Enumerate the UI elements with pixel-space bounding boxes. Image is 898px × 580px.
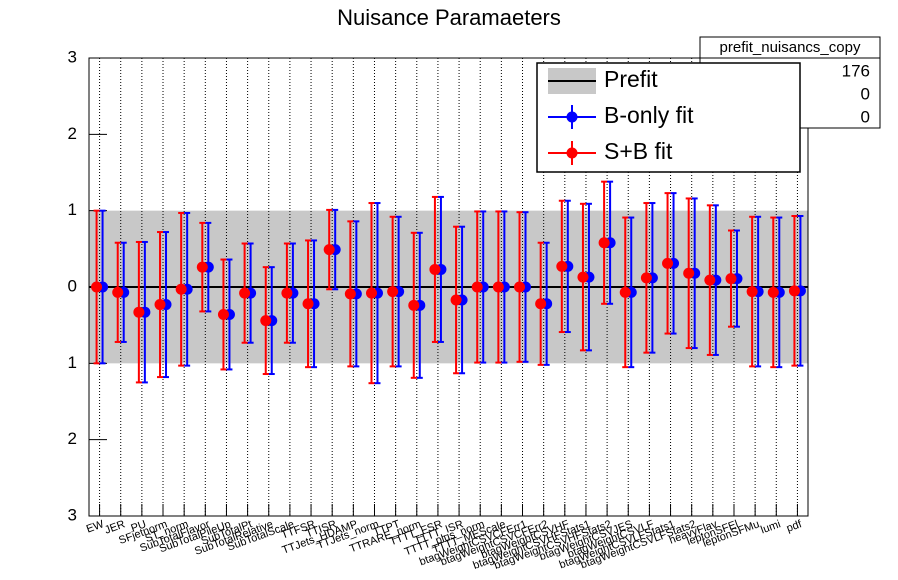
y-tick-label: 2 xyxy=(68,429,77,448)
legend-swatch xyxy=(566,111,578,123)
point xyxy=(514,281,526,293)
stats-value: 0 xyxy=(861,84,870,103)
y-tick-label: 1 xyxy=(68,353,77,372)
y-tick-label: 1 xyxy=(68,200,77,219)
point xyxy=(662,257,674,269)
legend-swatch xyxy=(566,147,578,159)
point xyxy=(175,283,187,295)
point xyxy=(704,274,716,286)
x-tick-label: lumi xyxy=(759,518,782,536)
point xyxy=(91,281,103,293)
stats-value: 0 xyxy=(861,107,870,126)
point xyxy=(239,287,251,299)
point xyxy=(217,308,229,320)
y-tick-label: 3 xyxy=(68,47,77,66)
x-tick-label: EW xyxy=(85,518,106,536)
x-tick-label: pdf xyxy=(785,518,804,535)
stats-value: 176 xyxy=(842,61,870,80)
x-tick-label: PU xyxy=(129,518,148,535)
point xyxy=(598,237,610,249)
point xyxy=(746,286,758,298)
point xyxy=(408,299,420,311)
point xyxy=(365,287,377,299)
chart-title: Nuisance Paramaeters xyxy=(337,5,561,30)
y-tick-label: 2 xyxy=(68,124,77,143)
point xyxy=(260,315,272,327)
point xyxy=(302,298,314,310)
point xyxy=(788,285,800,297)
point xyxy=(535,298,547,310)
point xyxy=(683,267,695,279)
legend-label: Prefit xyxy=(604,66,658,92)
y-tick-label: 3 xyxy=(68,505,77,524)
point xyxy=(619,286,631,298)
point xyxy=(429,263,441,275)
point xyxy=(281,287,293,299)
legend-label: B-only fit xyxy=(604,102,694,128)
y-tick-label: 0 xyxy=(68,276,77,295)
point xyxy=(154,299,166,311)
point xyxy=(133,306,145,318)
point xyxy=(492,281,504,293)
point xyxy=(196,261,208,273)
point xyxy=(556,260,568,272)
legend-label: S+B fit xyxy=(604,138,673,164)
stats-title: prefit_nuisancs_copy xyxy=(720,39,861,56)
point xyxy=(344,288,356,300)
point xyxy=(577,271,589,283)
point xyxy=(640,272,652,284)
point xyxy=(323,244,335,256)
point xyxy=(112,286,124,298)
point xyxy=(471,281,483,293)
point xyxy=(387,286,399,298)
point xyxy=(450,294,462,306)
point xyxy=(725,273,737,285)
point xyxy=(767,286,779,298)
legend: Prefit B-only fit S+B fit xyxy=(536,62,801,173)
